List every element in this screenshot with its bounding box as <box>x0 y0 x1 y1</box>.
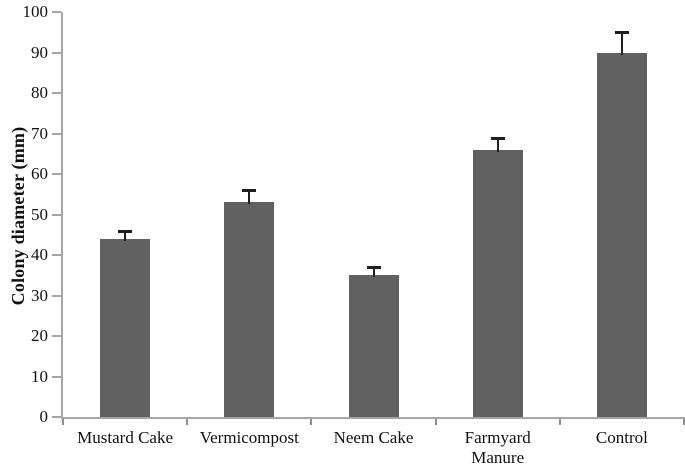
category-label: Farmyard Manure <box>464 428 531 467</box>
y-tick-mark <box>52 173 61 175</box>
category-label: Neem Cake <box>333 428 414 447</box>
y-tick-mark <box>52 416 61 418</box>
error-bar-cap <box>118 229 133 233</box>
x-axis-line <box>61 417 685 419</box>
x-tick-mark <box>434 419 437 425</box>
error-bar-cap <box>614 31 629 35</box>
error-bar-cap <box>366 266 381 270</box>
y-tick-label: 10 <box>31 366 48 386</box>
y-tick-label: 40 <box>31 245 48 264</box>
y-tick-label: 100 <box>22 2 49 21</box>
bar <box>100 238 151 417</box>
y-tick-label: 90 <box>31 42 48 62</box>
y-tick-label: 30 <box>31 285 48 305</box>
y-tick-mark <box>52 132 61 135</box>
error-bar-stem <box>496 137 499 152</box>
bar <box>224 202 275 417</box>
error-bar-stem <box>248 190 251 205</box>
error-bar-stem <box>124 230 127 241</box>
y-tick-label: 0 <box>39 407 49 426</box>
category-label: Control <box>595 428 648 447</box>
y-tick-mark <box>52 335 61 337</box>
bar <box>596 52 647 417</box>
x-tick-mark <box>558 419 561 425</box>
y-tick-label: 50 <box>31 204 48 224</box>
error-bar-cap <box>242 189 257 193</box>
error-bar-cap <box>490 136 505 140</box>
y-tick-label: 70 <box>31 123 48 143</box>
bar <box>472 149 523 417</box>
y-tick-mark <box>52 51 61 54</box>
category-label: Vermicompost <box>199 428 299 447</box>
y-tick-mark <box>52 213 61 216</box>
y-tick-mark <box>52 11 61 13</box>
x-tick-mark <box>186 419 189 425</box>
y-axis-line <box>61 12 63 419</box>
x-tick-mark <box>683 419 685 425</box>
y-tick-label: 20 <box>31 326 48 345</box>
x-tick-mark <box>310 419 313 425</box>
y-tick-mark <box>52 375 61 378</box>
error-bar-stem <box>620 32 623 55</box>
error-bar-stem <box>372 267 375 278</box>
y-tick-mark <box>52 92 61 94</box>
y-tick-mark <box>52 294 61 297</box>
y-tick-label: 80 <box>31 83 48 102</box>
bar <box>348 275 399 417</box>
category-label: Mustard Cake <box>77 428 174 447</box>
y-tick-mark <box>52 254 61 256</box>
x-tick-mark <box>62 419 64 425</box>
y-tick-label: 60 <box>31 164 48 183</box>
